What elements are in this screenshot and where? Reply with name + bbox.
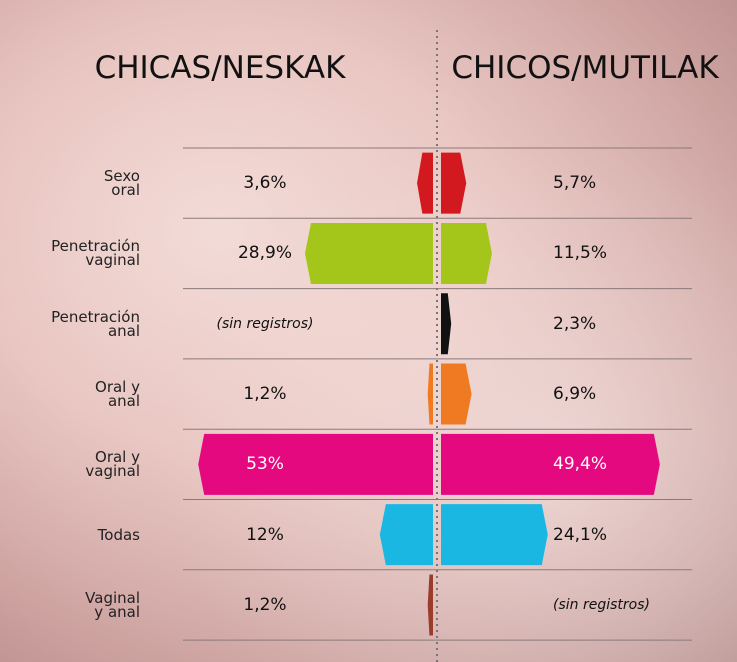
right-header: CHICOS/MUTILAK [451,50,718,86]
value-label: 5,7% [553,173,596,193]
bar [428,574,433,635]
value-label: 49,4% [553,454,607,474]
bar [441,364,472,425]
bar [441,504,548,565]
bar [198,434,433,495]
category-label: Sexo oral [10,169,140,197]
chart: CHICAS/NESKAK CHICOS/MUTILAK Sexo oral 3,… [0,0,737,662]
value-label: 28,9% [238,243,292,263]
value-label: 1,2% [243,595,286,615]
bar [441,293,451,354]
value-label: 6,9% [553,384,596,404]
bar [417,153,433,214]
bar [305,223,433,284]
category-label: Todas [10,528,140,542]
value-label: 3,6% [243,173,286,193]
value-label: 53% [246,454,284,474]
bar [441,223,492,284]
category-label: Penetración vaginal [10,239,140,267]
value-label: 12% [246,525,284,545]
value-label: 11,5% [553,243,607,263]
value-label: (sin registros) [553,597,650,613]
bar [441,153,466,214]
value-label: 24,1% [553,525,607,545]
bar [441,434,660,495]
bar [380,504,433,565]
value-label: (sin registros) [217,316,314,332]
value-label: 2,3% [553,314,596,334]
left-header: CHICAS/NESKAK [95,50,346,86]
category-label: Vaginal y anal [10,591,140,619]
category-label: Penetración anal [10,310,140,338]
bar [428,364,433,425]
value-label: 1,2% [243,384,286,404]
category-label: Oral y vaginal [10,450,140,478]
category-label: Oral y anal [10,380,140,408]
